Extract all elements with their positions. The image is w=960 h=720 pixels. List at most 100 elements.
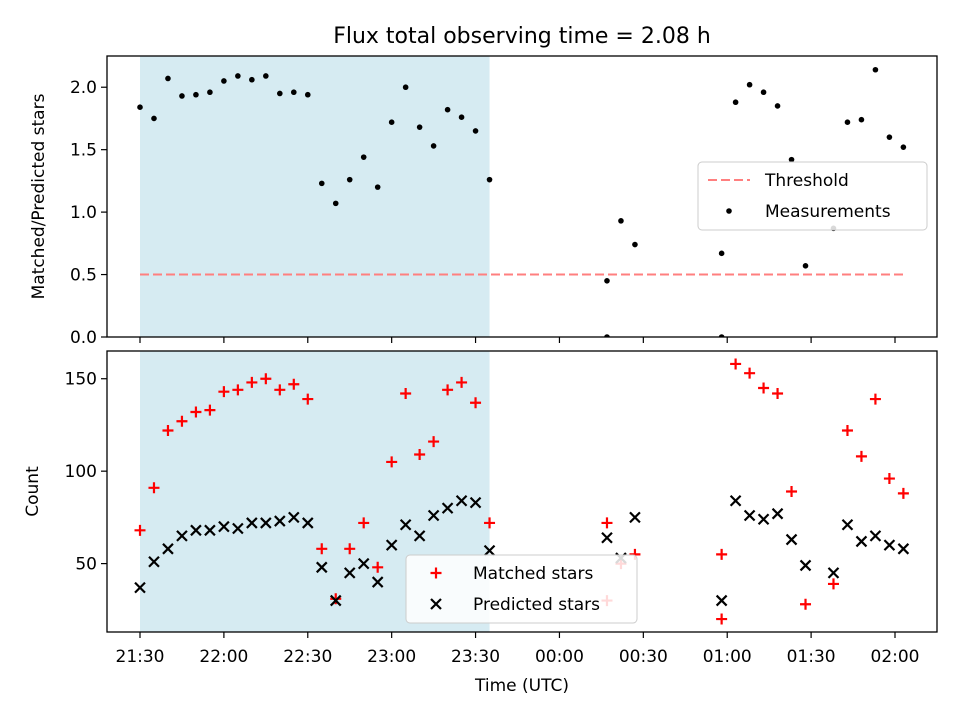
measurement-point: [900, 144, 907, 150]
predicted-stars-point: [601, 531, 613, 544]
measurement-point: [207, 89, 213, 96]
predicted-stars-point: [455, 494, 468, 507]
measurement-point: [458, 114, 465, 120]
predicted-stars-point: [343, 567, 356, 579]
measurement-point: [472, 128, 479, 134]
measurement-point: [746, 81, 753, 88]
measurement-point: [193, 91, 199, 98]
y-tick-label: 150: [65, 370, 97, 390]
matched-stars-point: [372, 561, 384, 573]
predicted-stars-point: [260, 517, 272, 529]
predicted-stars-point: [771, 507, 784, 520]
matched-stars-point: [744, 367, 756, 379]
measurement-point: [249, 76, 255, 83]
matched-stars-point: [456, 376, 468, 388]
measurement-point: [444, 106, 451, 113]
matched-stars-point: [883, 473, 895, 485]
measurement-point: [374, 184, 381, 190]
measurement-point: [165, 75, 171, 82]
legend-threshold-label: Threshold: [764, 171, 849, 191]
shaded-interval: [140, 56, 490, 337]
measurement-point: [402, 84, 409, 91]
predicted-stars-point: [385, 539, 398, 551]
x-tick-label: 23:30: [451, 647, 500, 667]
predicted-stars-point: [441, 502, 454, 514]
measurement-point: [235, 73, 241, 79]
matched-stars-point: [274, 384, 286, 396]
predicted-stars-point: [869, 530, 882, 542]
matched-stars-point: [204, 404, 216, 416]
predicted-stars-point: [841, 518, 854, 531]
y-tick-label: 1.5: [70, 141, 97, 161]
measurement-point: [604, 278, 610, 284]
predicted-stars-point: [629, 511, 641, 524]
matched-stars-point: [260, 373, 272, 385]
measurement-point: [718, 250, 725, 257]
x-tick-label: 22:30: [283, 647, 332, 667]
matched-stars-point: [442, 384, 454, 396]
y-tick-label: 50: [75, 555, 97, 575]
measurement-point: [360, 154, 367, 160]
y-tick-label: 100: [65, 462, 97, 482]
x-axis-label: Time (UTC): [474, 676, 569, 696]
matched-stars-point: [772, 388, 784, 400]
measurement-point: [718, 334, 725, 337]
predicted-stars-point: [399, 518, 412, 531]
matched-stars-point: [134, 524, 146, 536]
legend-measurement-label: Measurements: [765, 202, 891, 222]
predicted-stars-point: [204, 524, 216, 537]
measurement-point: [277, 90, 283, 97]
legend-box: [697, 161, 928, 231]
x-tick-label: 01:30: [787, 647, 836, 667]
predicted-stars-point: [218, 520, 230, 533]
measurement-point: [318, 180, 325, 187]
matched-stars-point: [897, 487, 909, 499]
matched-stars-point: [601, 517, 613, 529]
measurement-point: [304, 91, 311, 98]
legend-predicted-swatch: [430, 598, 442, 610]
matched-stars-point: [162, 424, 174, 436]
predicted-stars-point: [232, 522, 244, 535]
predicted-stars-point: [469, 496, 482, 509]
legend-matched-label: Matched stars: [473, 564, 593, 584]
measurement-point: [774, 103, 781, 109]
predicted-stars-point: [855, 535, 868, 548]
legend-predicted-label: Predicted stars: [473, 595, 600, 615]
measurement-point: [604, 334, 610, 337]
predicted-stars-point: [427, 509, 440, 522]
measurement-point: [290, 89, 297, 96]
predicted-stars-point: [757, 513, 770, 526]
y-axis-label: Count: [23, 466, 43, 517]
matched-stars-point: [330, 593, 342, 605]
axes-frame: [106, 55, 938, 338]
predicted-stars-point: [827, 567, 840, 579]
predicted-stars-point: [715, 594, 728, 607]
matched-stars-point: [358, 517, 370, 529]
plot-area: [137, 66, 907, 337]
predicted-stars-point: [162, 543, 174, 555]
y-axis-label: Matched/Predicted stars: [29, 93, 49, 299]
matched-stars-point: [232, 384, 244, 396]
predicted-stars-point: [897, 543, 910, 555]
measurement-point: [416, 124, 423, 130]
measurement-point: [179, 93, 185, 99]
predicted-stars-point: [357, 557, 370, 570]
predicted-stars-point: [274, 515, 286, 527]
top-panel: 0.0 0.5 1.0 1.5 2.0 Matched/Predicted stars Th…: [29, 55, 938, 348]
predicted-stars-point: [329, 594, 342, 607]
predicted-stars-point: [315, 561, 328, 574]
matched-stars-point: [716, 613, 728, 625]
bottom-panel: 50 100 150 21:30 22:00 22:30 23:00 23:30 00:00 00…: [23, 350, 938, 696]
matched-stars-point: [716, 548, 728, 560]
x-tick-label: 00:00: [535, 647, 584, 667]
predicted-stars-point: [413, 530, 426, 542]
predicted-stars-point: [483, 544, 496, 557]
measurement-point: [732, 99, 739, 106]
measurement-point: [486, 176, 493, 183]
measurement-point: [802, 263, 809, 269]
matched-stars-point: [470, 397, 482, 409]
matched-stars-point: [730, 358, 742, 370]
predicted-stars-point: [371, 576, 384, 588]
x-tick-label: 23:00: [367, 647, 416, 667]
predicted-stars-point: [190, 524, 202, 537]
